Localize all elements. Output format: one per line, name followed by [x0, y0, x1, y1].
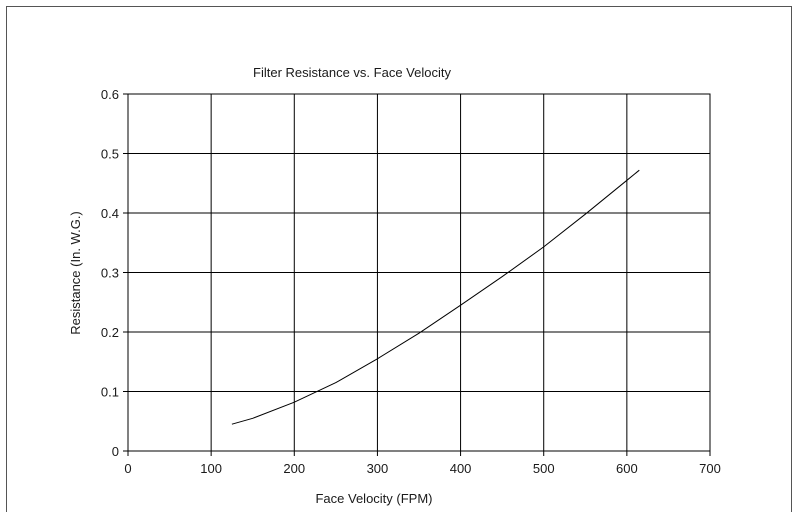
y-tick-label: 0.3 [101, 266, 119, 281]
y-tick-label: 0.6 [101, 87, 119, 102]
y-tick-label: 0.4 [101, 206, 119, 221]
grid [127, 93, 711, 452]
x-tick-label: 200 [283, 461, 305, 476]
x-tick-label: 300 [367, 461, 389, 476]
x-tick-label: 500 [533, 461, 555, 476]
series-group [231, 169, 640, 425]
y-tick-label: 0.5 [101, 147, 119, 162]
x-tick-label: 100 [200, 461, 222, 476]
x-tick-labels: 0 100 200 300 400 500 600 700 [124, 451, 721, 476]
y-axis-label: Resistance (In. W.G.) [68, 211, 83, 335]
series-line [231, 169, 640, 425]
chart-title: Filter Resistance vs. Face Velocity [253, 65, 451, 80]
y-tick-labels: 0 0.1 0.2 0.3 0.4 0.5 0.6 [101, 87, 128, 459]
y-tick-label: 0.2 [101, 325, 119, 340]
x-tick-label: 400 [450, 461, 472, 476]
x-tick-label: 600 [616, 461, 638, 476]
x-axis-label: Face Velocity (FPM) [315, 491, 432, 506]
y-tick-label: 0.1 [101, 385, 119, 400]
y-tick-label: 0 [112, 444, 119, 459]
x-tick-label: 0 [124, 461, 131, 476]
chart-frame [6, 6, 792, 512]
x-tick-label: 700 [699, 461, 721, 476]
